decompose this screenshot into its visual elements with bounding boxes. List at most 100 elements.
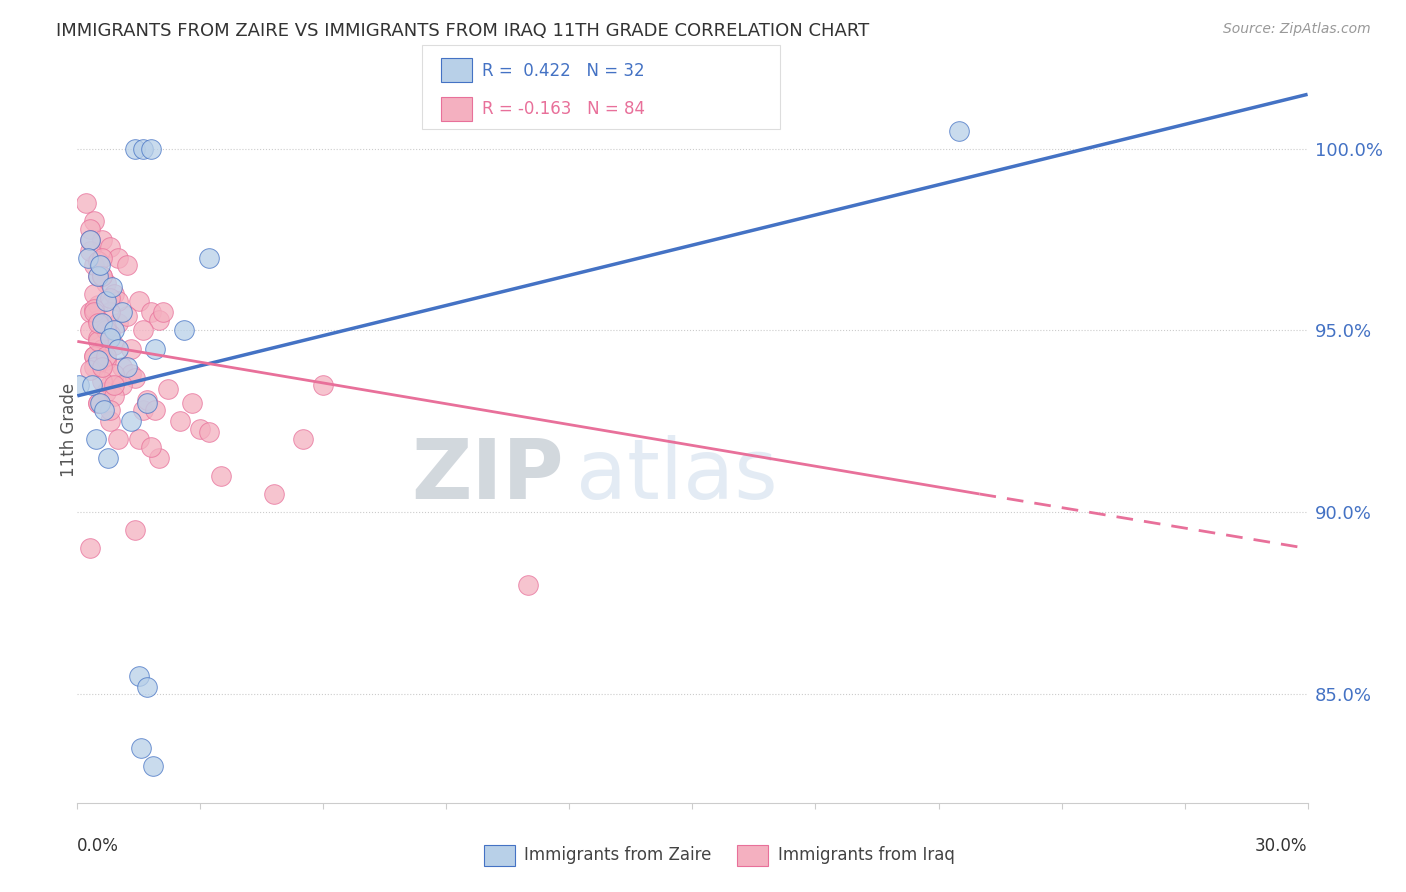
Point [103, 389, 125, 403]
Point [79, 541, 101, 556]
Point [128, 668, 150, 682]
Point [98, 378, 121, 392]
Point [87, 334, 110, 349]
Point [94, 352, 117, 367]
Point [148, 450, 170, 465]
Point [80, 378, 103, 392]
Point [132, 403, 155, 417]
Text: atlas: atlas [575, 434, 778, 516]
Point [90, 342, 114, 356]
Point [90, 375, 114, 389]
Point [141, 305, 163, 319]
Point [67, 378, 90, 392]
Point [93, 403, 115, 417]
Point [90, 233, 114, 247]
Point [115, 359, 138, 374]
Point [83, 349, 105, 363]
Text: Immigrants from Zaire: Immigrants from Zaire [524, 846, 711, 863]
Point [107, 316, 129, 330]
Point [103, 378, 125, 392]
Point [148, 312, 170, 326]
Point [94, 323, 117, 337]
Point [87, 396, 110, 410]
Point [87, 316, 110, 330]
Point [132, 142, 155, 156]
Point [90, 268, 114, 283]
Point [98, 327, 121, 342]
Point [90, 359, 114, 374]
Point [156, 382, 179, 396]
Point [107, 251, 129, 265]
Text: Immigrants from Iraq: Immigrants from Iraq [778, 846, 955, 863]
Point [79, 221, 101, 235]
Point [83, 258, 105, 272]
Point [141, 440, 163, 454]
Point [141, 142, 163, 156]
Point [94, 277, 117, 291]
Point [94, 349, 117, 363]
Point [84, 433, 107, 447]
Point [111, 378, 134, 392]
Point [111, 359, 134, 374]
Point [188, 421, 212, 435]
Point [83, 349, 105, 363]
Text: R =  0.422   N = 32: R = 0.422 N = 32 [482, 62, 645, 80]
Point [79, 323, 101, 337]
Point [87, 298, 110, 312]
Point [129, 741, 152, 756]
Point [517, 578, 540, 592]
Text: 0.0%: 0.0% [77, 837, 120, 855]
Point [124, 142, 146, 156]
Point [101, 280, 124, 294]
Point [94, 385, 117, 400]
Point [948, 123, 970, 137]
Point [142, 759, 165, 773]
Text: R = -0.163   N = 84: R = -0.163 N = 84 [482, 100, 645, 118]
Text: ZIP: ZIP [411, 434, 564, 516]
Point [197, 425, 219, 440]
Point [98, 240, 121, 254]
Point [124, 370, 146, 384]
Point [103, 323, 125, 337]
Point [111, 305, 134, 319]
Point [98, 414, 121, 428]
Point [143, 403, 166, 417]
Point [103, 287, 125, 301]
Point [94, 294, 117, 309]
Point [103, 338, 125, 352]
Point [89, 258, 111, 272]
Point [90, 268, 114, 283]
Point [89, 396, 111, 410]
Point [115, 309, 138, 323]
Point [90, 251, 114, 265]
Point [83, 359, 105, 374]
Point [90, 316, 114, 330]
Point [79, 305, 101, 319]
Point [120, 342, 142, 356]
Point [132, 323, 155, 337]
Point [97, 450, 120, 465]
Point [87, 396, 110, 410]
Point [79, 233, 101, 247]
Text: 30.0%: 30.0% [1256, 837, 1308, 855]
Point [83, 214, 105, 228]
Point [107, 294, 129, 309]
Point [128, 294, 150, 309]
Point [98, 291, 121, 305]
Point [124, 524, 146, 538]
Y-axis label: 11th Grade: 11th Grade [60, 384, 77, 477]
Point [83, 301, 105, 316]
Point [115, 258, 138, 272]
Point [173, 323, 195, 337]
Point [76, 251, 98, 265]
Point [197, 251, 219, 265]
Point [209, 468, 232, 483]
Point [128, 433, 150, 447]
Point [120, 414, 142, 428]
Point [107, 342, 129, 356]
Point [143, 342, 166, 356]
Point [87, 268, 110, 283]
Point [87, 331, 110, 345]
Point [90, 359, 114, 374]
Point [98, 305, 121, 319]
